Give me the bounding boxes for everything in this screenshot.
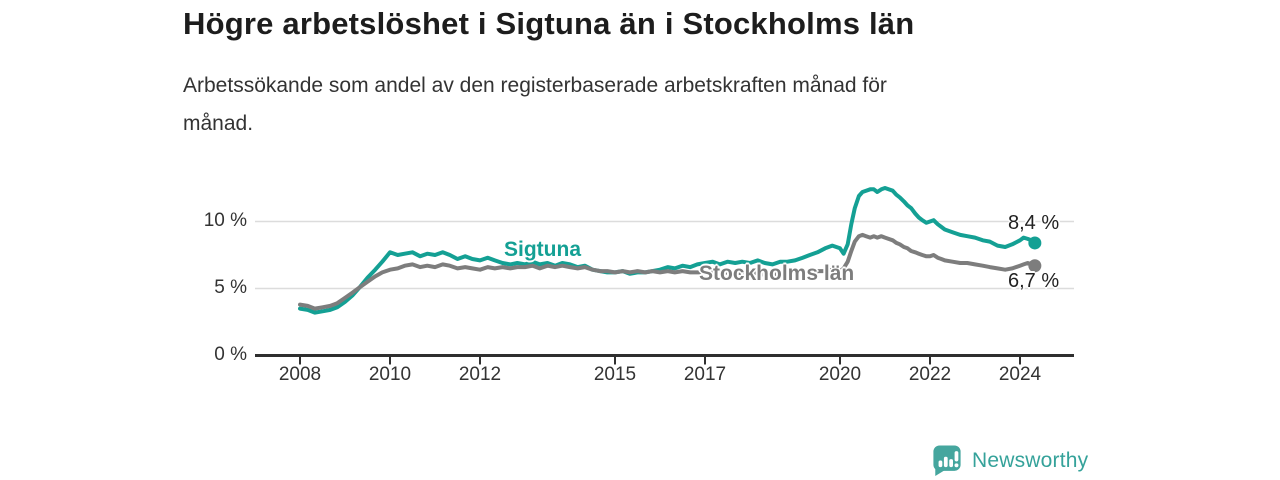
newsworthy-wordmark: Newsworthy: [972, 448, 1089, 472]
series-label-sigtuna: Sigtuna: [504, 238, 581, 261]
end-value-label-stockholms-lan: 6,7 %: [1008, 270, 1060, 292]
y-tick-label-10: 10 %: [203, 209, 247, 231]
end-value-label-sigtuna: 8,4 %: [1008, 212, 1060, 234]
y-tick-label-5: 5 %: [214, 276, 247, 298]
bar-chart-speech-bubble-icon: [933, 445, 961, 476]
series-end-dot-stockholms-lan: [1028, 259, 1042, 273]
newsworthy-logo: Newsworthy: [932, 444, 1088, 477]
x-tick-label-2024: 2024: [998, 364, 1042, 385]
x-tick-label-2010: 2010: [368, 364, 412, 385]
series-line-sigtuna: [298, 186, 1037, 315]
x-tick-label-2020: 2020: [818, 364, 862, 385]
x-tick-label-2022: 2022: [908, 364, 952, 385]
series-label-stockholms-lan: Stockholms län: [699, 262, 855, 285]
series-line-stockholms-lan: [298, 232, 1037, 311]
x-tick-label-2017: 2017: [683, 364, 727, 385]
x-tick-label-2008: 2008: [278, 364, 322, 385]
chart-subtitle-line2: månad.: [183, 112, 254, 135]
y-tick-label-0: 0 %: [214, 343, 247, 365]
x-tick-label-2012: 2012: [458, 364, 502, 385]
x-tick-label-2015: 2015: [593, 364, 637, 385]
chart-title: Högre arbetslöshet i Sigtuna än i Stockh…: [183, 6, 915, 41]
chart-subtitle-line1: Arbetssökande som andel av den registerb…: [183, 74, 887, 97]
series-end-dot-sigtuna: [1028, 236, 1042, 250]
